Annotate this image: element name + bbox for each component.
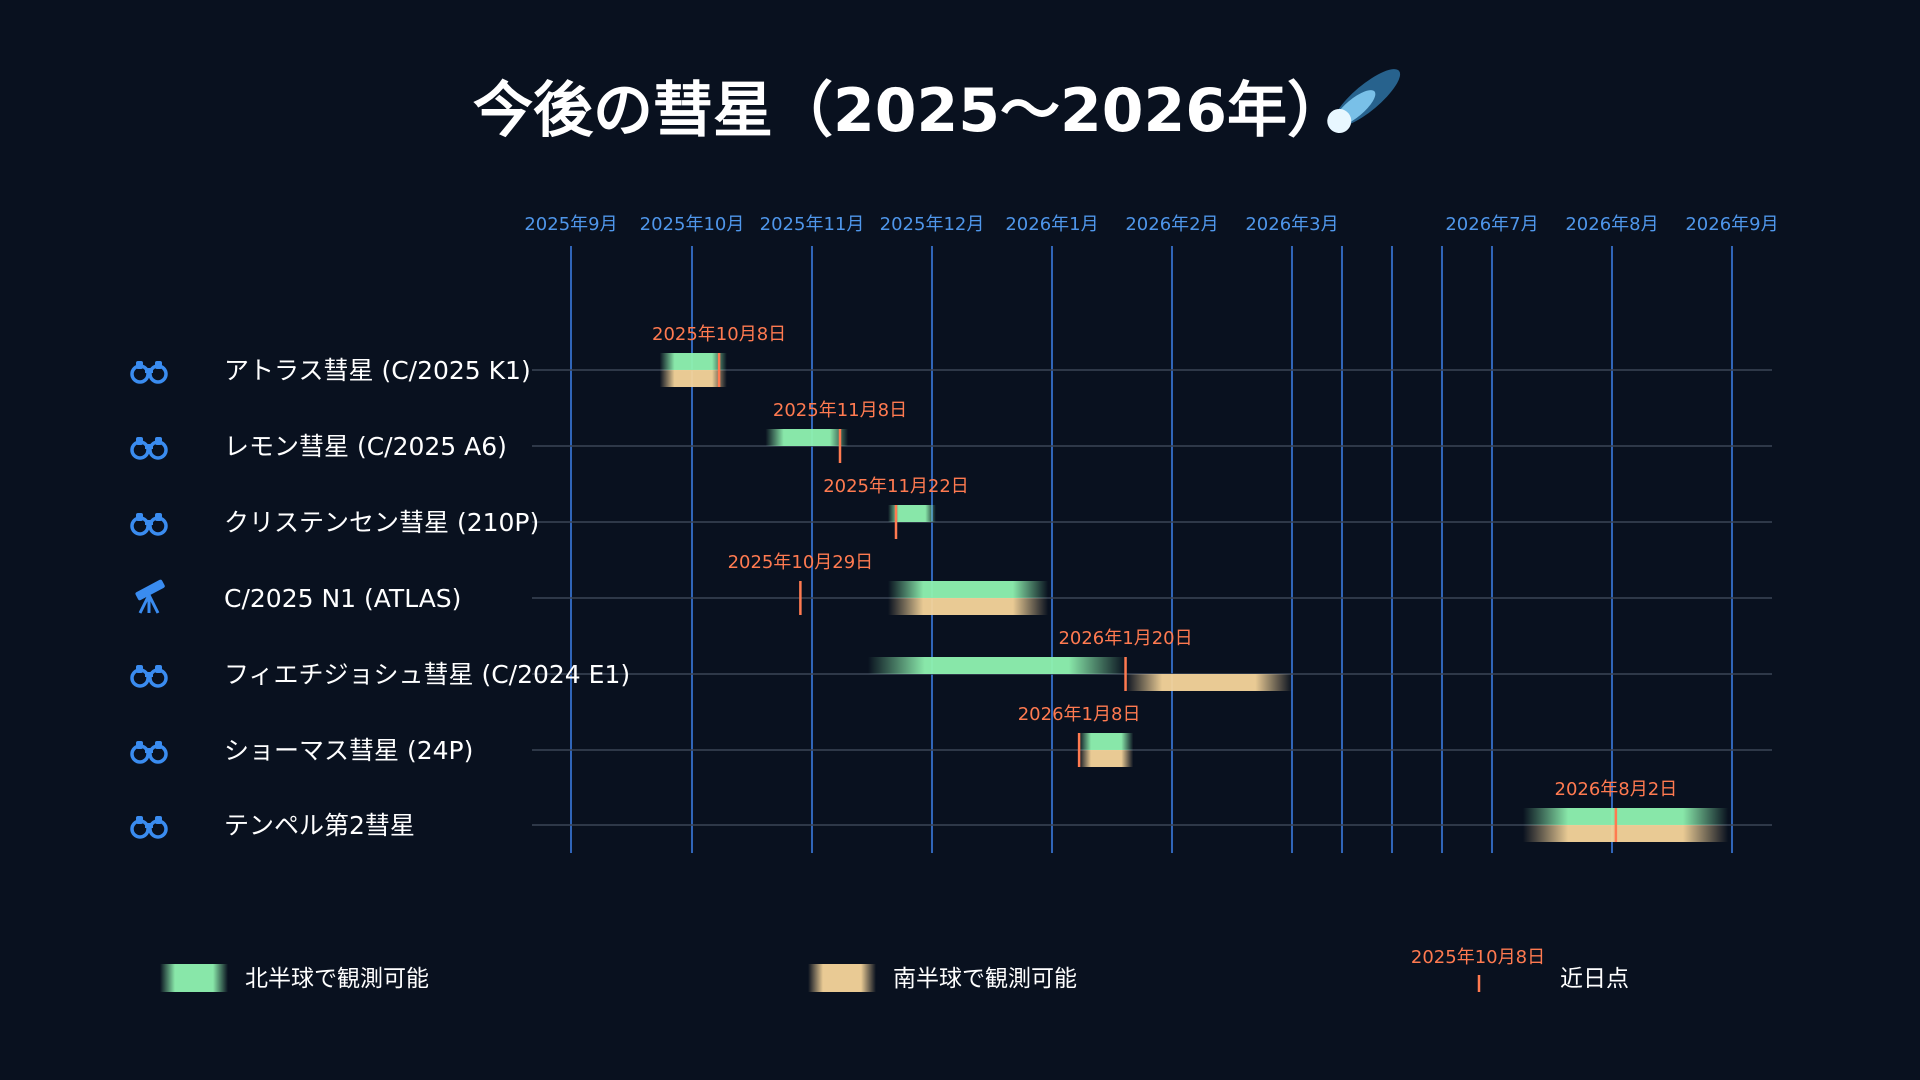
south-visibility-bar [1125,674,1292,691]
perihelion-label: 2025年10月29日 [728,552,874,573]
south-visibility-bar [659,370,727,387]
binoculars-icon [130,361,168,384]
comet-name: テンペル第2彗星 [224,811,415,840]
north-visibility-bar [1079,733,1134,750]
comet-row: C/2025 N1 (ATLAS) 2025年10月29日 [135,552,1772,615]
comet-name: ショーマス彗星 (24P) [224,736,473,765]
perihelion-label: 2026年8月2日 [1555,779,1678,800]
x-tick-label: 2026年9月 [1685,214,1778,235]
perihelion-label: 2026年1月8日 [1018,704,1141,725]
x-tick-label: 2025年12月 [880,214,985,235]
comet-row: レモン彗星 (C/2025 A6) 2025年11月8日 [130,400,1772,463]
comet-name: クリステンセン彗星 (210P) [224,508,539,537]
grid [570,246,1733,853]
x-tick-label: 2026年7月 [1445,214,1538,235]
binoculars-icon [130,741,168,764]
legend-perihelion-example: 2025年10月8日 [1411,947,1545,968]
comet-name: フィエチジョシュ彗星 (C/2024 E1) [224,660,630,689]
north-visibility-bar [888,505,936,522]
x-tick-label: 2025年11月 [760,214,865,235]
legend-north-label: 北半球で観測可能 [245,966,429,992]
perihelion-label: 2025年11月22日 [823,476,969,497]
comet-name: アトラス彗星 (C/2025 K1) [224,356,531,385]
x-tick-label: 2026年1月 [1005,214,1098,235]
north-visibility-bar [888,581,1049,598]
comet-row: フィエチジョシュ彗星 (C/2024 E1) 2026年1月20日 [130,628,1772,691]
perihelion-label: 2026年1月20日 [1058,628,1192,649]
comet-icon [1327,69,1401,133]
x-tick-label: 2025年10月 [640,214,745,235]
legend-south-label: 南半球で観測可能 [893,966,1077,992]
x-axis: 2025年9月 2025年10月 2025年11月 2025年12月 2026年1月 20… [524,214,1778,235]
comet-row: アトラス彗星 (C/2025 K1) 2025年10月8日 [130,324,1772,387]
chart-title: 今後の彗星（2025～2026年） [473,76,1347,146]
north-visibility-bar [868,657,1126,674]
perihelion-label: 2025年11月8日 [773,400,907,421]
legend-north-swatch [160,964,228,992]
north-visibility-bar [659,353,727,370]
north-visibility-bar [1522,808,1729,825]
south-visibility-bar [1079,750,1134,767]
binoculars-icon [130,513,168,536]
binoculars-icon [130,816,168,839]
x-tick-label: 2026年2月 [1125,214,1218,235]
north-visibility-bar [765,429,848,446]
south-visibility-bar [888,598,1049,615]
comet-row: テンペル第2彗星 2026年8月2日 [130,779,1772,842]
comet-row: ショーマス彗星 (24P) 2026年1月8日 [130,704,1772,767]
comet-row: クリステンセン彗星 (210P) 2025年11月22日 [130,476,1772,539]
x-tick-label: 2026年8月 [1565,214,1658,235]
south-visibility-bar [1522,825,1729,842]
x-tick-label: 2026年3月 [1245,214,1338,235]
binoculars-icon [130,437,168,460]
comet-name: C/2025 N1 (ATLAS) [224,584,461,613]
perihelion-label: 2025年10月8日 [652,324,786,345]
telescope-icon [135,579,165,614]
x-tick-label: 2025年9月 [524,214,617,235]
binoculars-icon [130,665,168,688]
legend-perihelion-label: 近日点 [1560,966,1629,992]
legend-south-swatch [808,964,876,992]
comet-name: レモン彗星 (C/2025 A6) [224,432,507,461]
